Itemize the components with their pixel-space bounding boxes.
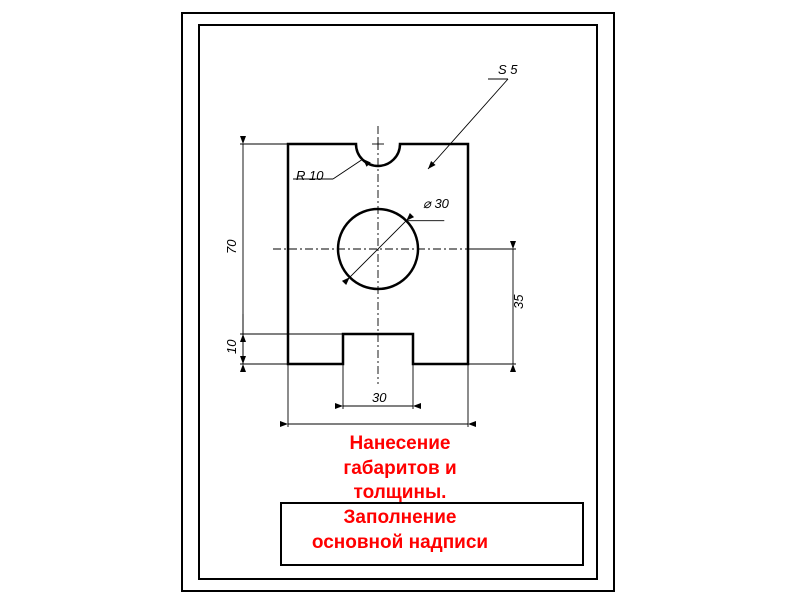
caption-line-4: Заполнение: [344, 507, 457, 528]
caption-line-5: основной надписи: [312, 532, 488, 553]
caption-line-3: толщины.: [354, 482, 447, 503]
caption-line-1: Нанесение: [350, 433, 451, 454]
svg-text:35: 35: [511, 294, 526, 309]
caption-text: Нанесение габаритов и толщины. Заполнени…: [300, 432, 500, 555]
svg-text:30: 30: [372, 390, 387, 405]
svg-text:⌀ 30: ⌀ 30: [423, 196, 450, 211]
svg-text:70: 70: [224, 239, 239, 254]
svg-text:S 5: S 5: [498, 62, 518, 77]
caption-line-2: габаритов и: [343, 458, 456, 479]
svg-text:R 10: R 10: [296, 168, 324, 183]
svg-text:10: 10: [224, 339, 239, 354]
